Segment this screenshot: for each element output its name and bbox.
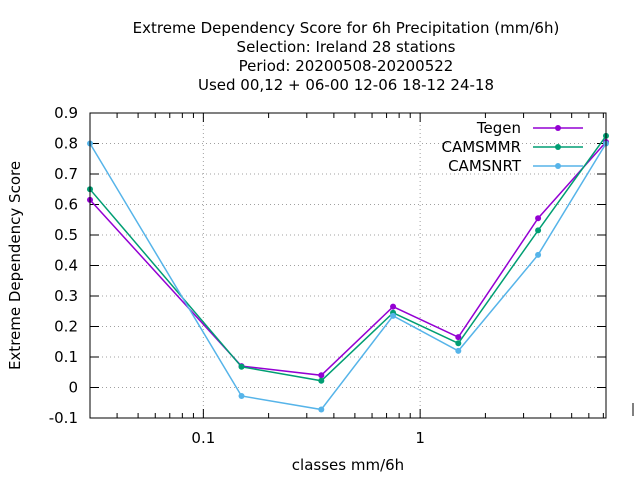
data-point-camsmmr (318, 377, 325, 384)
legend-marker-camsmmr (555, 144, 561, 150)
y-tick-label: -0.1 (49, 409, 78, 427)
y-tick-label: 0.6 (54, 196, 78, 214)
y-tick-label: 0 (68, 379, 78, 397)
series-line-camsnrt (89, 143, 607, 411)
y-tick-label: 0.5 (54, 226, 78, 244)
data-point-tegen (535, 215, 542, 222)
series-line-camsmmr (89, 135, 607, 382)
y-axis-label: Extreme Dependency Score (6, 161, 24, 370)
title-line-4: Used 00,12 + 06-00 12-06 18-12 24-18 (198, 76, 494, 94)
legend-label-camsmmr: CAMSMMR (441, 138, 521, 156)
data-point-camsnrt (318, 406, 325, 413)
y-tick-label: 0.7 (54, 165, 78, 183)
grid (90, 113, 606, 418)
y-tick-label: 0.3 (54, 287, 78, 305)
legend-marker-tegen (555, 125, 561, 131)
y-tick-label: 0.1 (54, 348, 78, 366)
data-point-camsnrt (535, 251, 542, 258)
x-tick-label: 0.1 (191, 429, 215, 447)
x-tick-label: 1 (415, 429, 425, 447)
y-tick-label: 0.9 (54, 104, 78, 122)
data-point-camsmmr (455, 340, 462, 347)
title-line-3: Period: 20200508-20200522 (239, 57, 454, 75)
axis-ticks: -0.1 0 0.1 0.2 0.3 0.4 0.5 0.6 0.7 0.8 0.9 0.1 1 (49, 104, 606, 447)
plot-frame (89, 112, 607, 419)
title-line-2: Selection: Ireland 28 stations (237, 38, 456, 56)
series-group (87, 132, 609, 413)
data-point-camsmmr (535, 227, 542, 234)
x-axis-label: classes mm/6h (292, 456, 404, 474)
data-point-camsmmr (238, 363, 245, 370)
data-point-tegen (318, 372, 325, 379)
series-line-tegen (89, 141, 607, 377)
chart-title: Extreme Dependency Score for 6h Precipit… (133, 19, 560, 94)
legend-marker-camsnrt (555, 163, 561, 169)
y-tick-label: 0.8 (54, 135, 78, 153)
legend-label-camsnrt: CAMSNRT (448, 157, 522, 175)
title-line-1: Extreme Dependency Score for 6h Precipit… (133, 19, 560, 37)
legend-label-tegen: Tegen (476, 119, 521, 137)
data-point-camsnrt (455, 347, 462, 354)
data-point-tegen (390, 303, 397, 310)
y-tick-label: 0.2 (54, 318, 78, 336)
data-point-tegen (455, 334, 462, 341)
data-point-camsnrt (238, 393, 245, 400)
y-tick-label: 0.4 (54, 257, 78, 275)
data-point-camsnrt (390, 312, 397, 319)
